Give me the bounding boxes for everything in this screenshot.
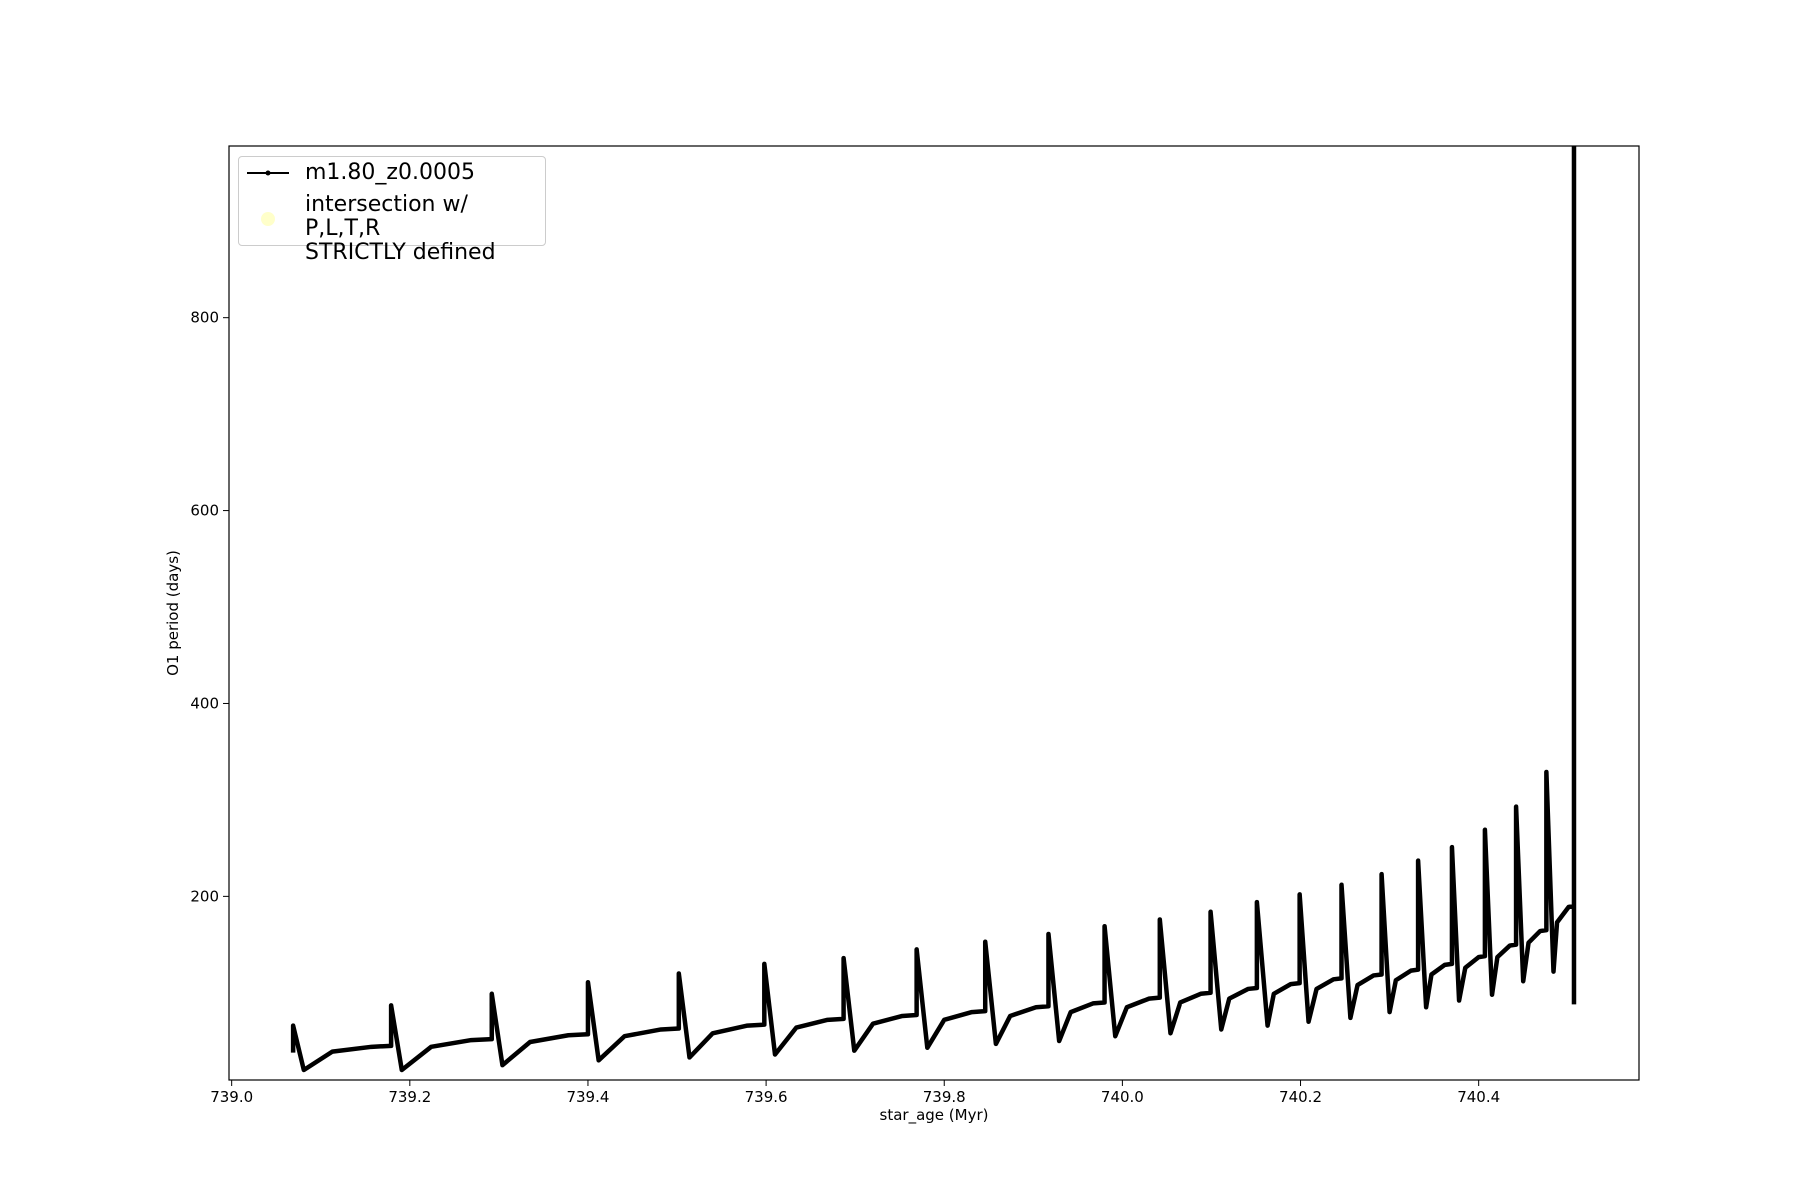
y-tick-label: 200 (190, 887, 219, 905)
y-tick-label: 800 (190, 309, 219, 327)
y-tick-label: 400 (190, 694, 219, 712)
legend-marker-key (265, 170, 271, 176)
x-tick-label: 739.2 (388, 1088, 431, 1106)
x-tick-label: 740.2 (1279, 1088, 1322, 1106)
legend-keys (247, 170, 289, 226)
x-tick-label: 739.4 (566, 1088, 609, 1106)
x-axis-label: star_age (Myr) (880, 1106, 989, 1125)
legend-marker-key (261, 212, 275, 226)
legend-label: m1.80_z0.0005 (305, 160, 475, 185)
data-line (290, 146, 1577, 1073)
plot-frame (228, 145, 1640, 1081)
plot-area (290, 146, 1577, 1073)
y-axis-label: O1 period (days) (164, 550, 182, 676)
x-tick-label: 739.6 (745, 1088, 788, 1106)
legend: m1.80_z0.0005 intersection w/ P,L,T,R ST… (238, 156, 546, 265)
x-tick-label: 739.0 (210, 1088, 253, 1106)
x-tick-label: 740.0 (1101, 1088, 1144, 1106)
y-tick-label: 600 (190, 502, 219, 520)
x-tick-label: 739.8 (923, 1088, 966, 1106)
x-tick-label: 740.4 (1457, 1088, 1500, 1106)
legend-label: intersection w/ P,L,T,R STRICTLY defined (305, 192, 496, 265)
